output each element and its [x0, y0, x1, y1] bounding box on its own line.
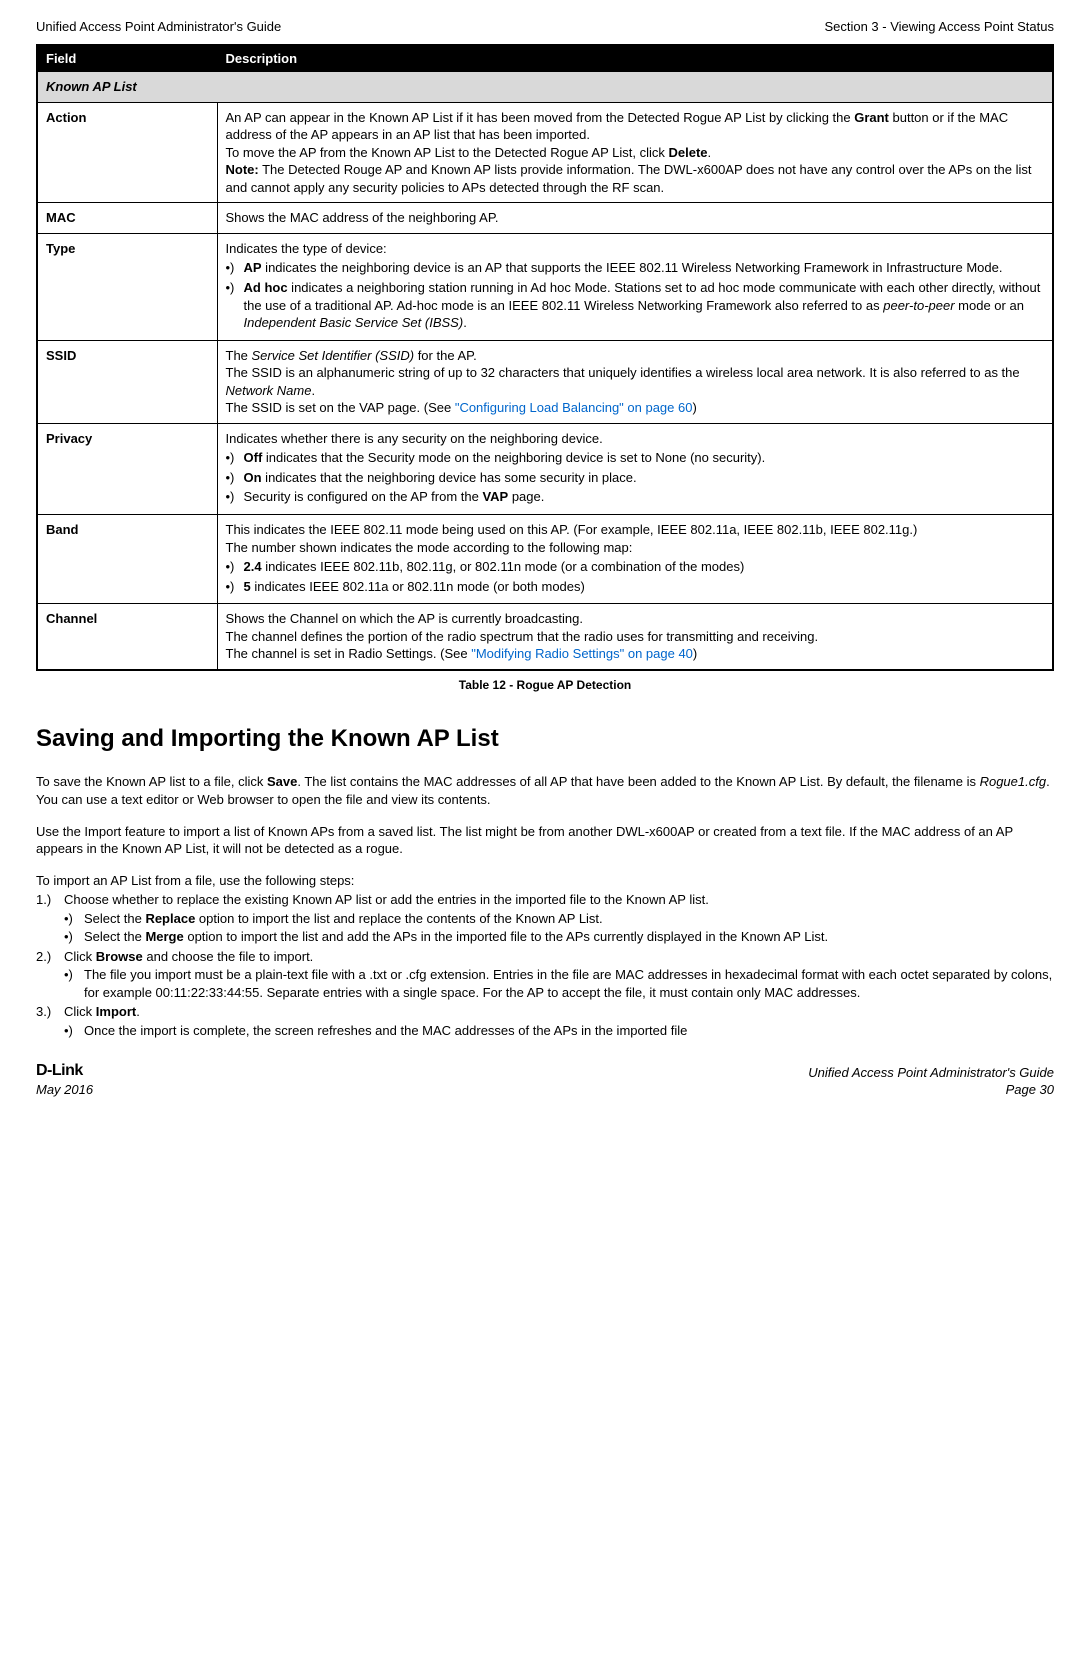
table-row: SSID The Service Set Identifier (SSID) f… — [37, 340, 1053, 423]
steps-intro: To import an AP List from a file, use th… — [36, 872, 1054, 890]
desc-privacy: Indicates whether there is any security … — [217, 423, 1053, 514]
col-description: Description — [217, 45, 1053, 72]
footer-date: May 2016 — [36, 1082, 93, 1097]
footer-page: Page 30 — [1006, 1082, 1054, 1097]
footer-left: D-Link May 2016 — [36, 1060, 93, 1099]
rogue-ap-table: Field Description Known AP List Action A… — [36, 44, 1054, 671]
footer-right: Unified Access Point Administrator's Gui… — [808, 1064, 1054, 1099]
field-channel: Channel — [37, 604, 217, 670]
list-item: Ad hoc indicates a neighboring station r… — [244, 279, 1045, 332]
step-item: 3.) Click Import. Once the import is com… — [58, 1003, 1054, 1039]
desc-mac: Shows the MAC address of the neighboring… — [217, 203, 1053, 234]
table-row: Channel Shows the Channel on which the A… — [37, 604, 1053, 670]
sub-item: Once the import is complete, the screen … — [78, 1022, 1054, 1040]
section-title: Saving and Importing the Known AP List — [36, 723, 1054, 755]
field-mac: MAC — [37, 203, 217, 234]
body-paragraph: To save the Known AP list to a file, cli… — [36, 773, 1054, 808]
step-item: 2.) Click Browse and choose the file to … — [58, 948, 1054, 1002]
sub-item: Select the Merge option to import the li… — [78, 928, 1054, 946]
list-item: Off indicates that the Security mode on … — [244, 449, 1045, 467]
list-item: On indicates that the neighboring device… — [244, 469, 1045, 487]
desc-ssid: The Service Set Identifier (SSID) for th… — [217, 340, 1053, 423]
footer-title: Unified Access Point Administrator's Gui… — [808, 1065, 1054, 1080]
field-ssid: SSID — [37, 340, 217, 423]
list-item: Security is configured on the AP from th… — [244, 488, 1045, 506]
body-paragraph: Use the Import feature to import a list … — [36, 823, 1054, 858]
desc-action: An AP can appear in the Known AP List if… — [217, 102, 1053, 203]
table-row: Action An AP can appear in the Known AP … — [37, 102, 1053, 203]
desc-channel: Shows the Channel on which the AP is cur… — [217, 604, 1053, 670]
steps-list: 1.) Choose whether to replace the existi… — [58, 891, 1054, 1039]
brand-logo: D-Link — [36, 1062, 83, 1079]
link-load-balancing[interactable]: "Configuring Load Balancing" on page 60 — [455, 400, 693, 415]
field-privacy: Privacy — [37, 423, 217, 514]
list-item: 5 indicates IEEE 802.11a or 802.11n mode… — [244, 578, 1045, 596]
table-row: Privacy Indicates whether there is any s… — [37, 423, 1053, 514]
list-item: AP indicates the neighboring device is a… — [244, 259, 1045, 277]
page-header: Unified Access Point Administrator's Gui… — [36, 18, 1054, 36]
col-field: Field — [37, 45, 217, 72]
list-item: 2.4 indicates IEEE 802.11b, 802.11g, or … — [244, 558, 1045, 576]
header-left: Unified Access Point Administrator's Gui… — [36, 18, 281, 36]
field-band: Band — [37, 515, 217, 604]
header-right: Section 3 - Viewing Access Point Status — [824, 18, 1054, 36]
sub-item: The file you import must be a plain-text… — [78, 966, 1054, 1001]
field-action: Action — [37, 102, 217, 203]
field-type: Type — [37, 233, 217, 340]
known-ap-list-section: Known AP List — [37, 72, 1053, 103]
link-radio-settings[interactable]: "Modifying Radio Settings" on page 40 — [471, 646, 693, 661]
table-row: Type Indicates the type of device: AP in… — [37, 233, 1053, 340]
sub-item: Select the Replace option to import the … — [78, 910, 1054, 928]
desc-band: This indicates the IEEE 802.11 mode bein… — [217, 515, 1053, 604]
desc-type: Indicates the type of device: AP indicat… — [217, 233, 1053, 340]
table-row: Band This indicates the IEEE 802.11 mode… — [37, 515, 1053, 604]
page-footer: D-Link May 2016 Unified Access Point Adm… — [36, 1060, 1054, 1099]
table-row: MAC Shows the MAC address of the neighbo… — [37, 203, 1053, 234]
table-caption: Table 12 - Rogue AP Detection — [36, 677, 1054, 693]
step-item: 1.) Choose whether to replace the existi… — [58, 891, 1054, 946]
